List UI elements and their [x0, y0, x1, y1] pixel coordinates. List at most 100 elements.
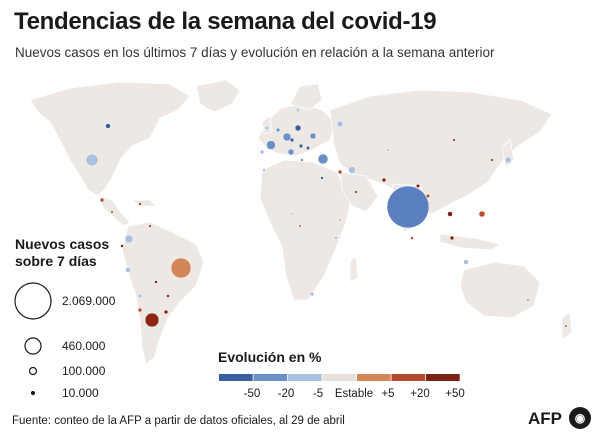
bubble-sri-lanka: [410, 236, 414, 240]
continents: [29, 79, 573, 365]
bubble-nigeria: [290, 212, 294, 216]
bubble-iraq: [337, 169, 343, 175]
bubble-nepal: [415, 183, 421, 189]
bubble-south-africa: [309, 291, 315, 297]
bubble-poland: [294, 124, 302, 132]
bubble-uk: [264, 125, 270, 131]
country-bubbles: [85, 107, 568, 328]
uk: [261, 115, 273, 135]
bubble-sweden: [295, 107, 301, 113]
scandinavia: [289, 83, 323, 111]
color-legend-swatch: [219, 374, 253, 381]
size-legend-circle-large: [14, 282, 52, 320]
page-subtitle: Nuevos casos en los últimos 7 días y evo…: [15, 45, 495, 60]
color-legend-swatch: [391, 374, 426, 381]
bubble-egypt: [320, 176, 324, 180]
central-america: [99, 195, 131, 227]
bubble-guatemala: [110, 210, 114, 214]
bubble-korea: [490, 158, 494, 162]
bubble-uruguay: [163, 309, 169, 315]
bubble-ethiopia: [338, 218, 342, 222]
madagascar: [349, 255, 359, 283]
source-note: Fuente: conteo de la AFP a partir de dat…: [12, 415, 345, 427]
color-legend-label: +5: [381, 388, 395, 400]
bubble-canada: [105, 123, 111, 129]
bubble-iran: [348, 166, 356, 174]
bubble-netherlands: [275, 127, 281, 133]
bubble-ukraine: [309, 132, 317, 140]
bubble-venezuela: [148, 224, 152, 228]
bubble-bolivia: [154, 280, 158, 284]
bubble-australia: [526, 298, 530, 302]
bubble-hungary: [298, 143, 304, 149]
bubble-philippines: [478, 210, 486, 218]
bubble-france: [266, 140, 276, 150]
bubble-germany: [282, 132, 292, 142]
color-legend-label: -20: [277, 388, 295, 400]
arabia: [339, 171, 379, 213]
bubble-russia: [336, 120, 344, 128]
color-legend-label: Estable: [334, 388, 374, 400]
color-legend-label: +50: [445, 388, 465, 400]
bubble-indonesia: [463, 259, 469, 265]
size-legend-label-tiny: 10.000: [62, 386, 99, 400]
bubble-ecuador: [120, 244, 124, 248]
bubble-romania: [305, 145, 311, 151]
bubble-thailand: [447, 211, 453, 217]
bubble-argentina-north: [137, 293, 143, 299]
color-legend-swatch: [357, 374, 391, 381]
color-legend-bar: [219, 374, 460, 381]
bubble-spain: [259, 149, 265, 155]
bubble-italy: [287, 148, 295, 156]
afp-logo-text: AFP: [528, 409, 562, 428]
south-america: [121, 221, 205, 365]
bubble-turkey: [317, 153, 329, 165]
bubble-saudi: [354, 190, 358, 194]
africa: [259, 159, 353, 301]
size-legend-title: Nuevos casos sobre 7 días: [15, 236, 145, 270]
north-america: [29, 81, 191, 197]
size-legend-label-small: 100.000: [62, 364, 106, 378]
color-legend-swatch: [426, 374, 460, 381]
color-legend-title: Evolución en %: [218, 349, 322, 365]
color-legend-swatch: [288, 374, 322, 381]
greenland: [195, 79, 241, 113]
bubble-india: [386, 185, 430, 229]
bubble-kenya: [334, 236, 338, 240]
indonesia: [439, 233, 501, 251]
color-legend-label: -50: [243, 388, 261, 400]
color-legend-swatch: [253, 374, 288, 381]
bubble-morocco: [262, 168, 266, 172]
size-legend-title-line2: sobre 7 días: [15, 253, 97, 269]
size-legend-circles: [14, 282, 52, 396]
afp-logo-icon: ◉: [569, 407, 591, 429]
page-title: Tendencias de la semana del covid-19: [14, 8, 437, 35]
size-legend-circle-medium: [24, 337, 42, 355]
bubble-japan: [504, 156, 512, 164]
size-legend-label-medium: 460.000: [62, 339, 106, 353]
bubble-pakistan: [381, 177, 387, 183]
bubble-brazil: [170, 257, 192, 279]
bubble-new-zealand: [564, 324, 568, 328]
color-legend-label: -5: [312, 388, 324, 400]
bubble-malaysia: [449, 235, 455, 241]
bubble-peru: [125, 267, 131, 273]
bubble-czech: [289, 137, 295, 143]
bubble-mongolia: [452, 138, 456, 142]
bubble-cameroon: [298, 224, 302, 228]
size-legend-circle-small: [28, 366, 38, 376]
bubble-argentina: [144, 312, 160, 328]
bubble-greece: [300, 158, 304, 162]
bubble-paraguay: [166, 294, 170, 298]
bubble-kazakhstan: [386, 148, 390, 152]
australia: [459, 261, 541, 319]
size-legend-title-line1: Nuevos casos: [15, 236, 110, 252]
size-legend-label-large: 2.069.000: [62, 294, 116, 308]
bubble-bangladesh: [425, 193, 431, 199]
bubble-chile: [137, 307, 143, 313]
bubble-colombia: [124, 234, 134, 244]
caribbean: [130, 199, 157, 207]
color-legend-swatch: [322, 374, 357, 381]
bubble-usa: [85, 153, 99, 167]
